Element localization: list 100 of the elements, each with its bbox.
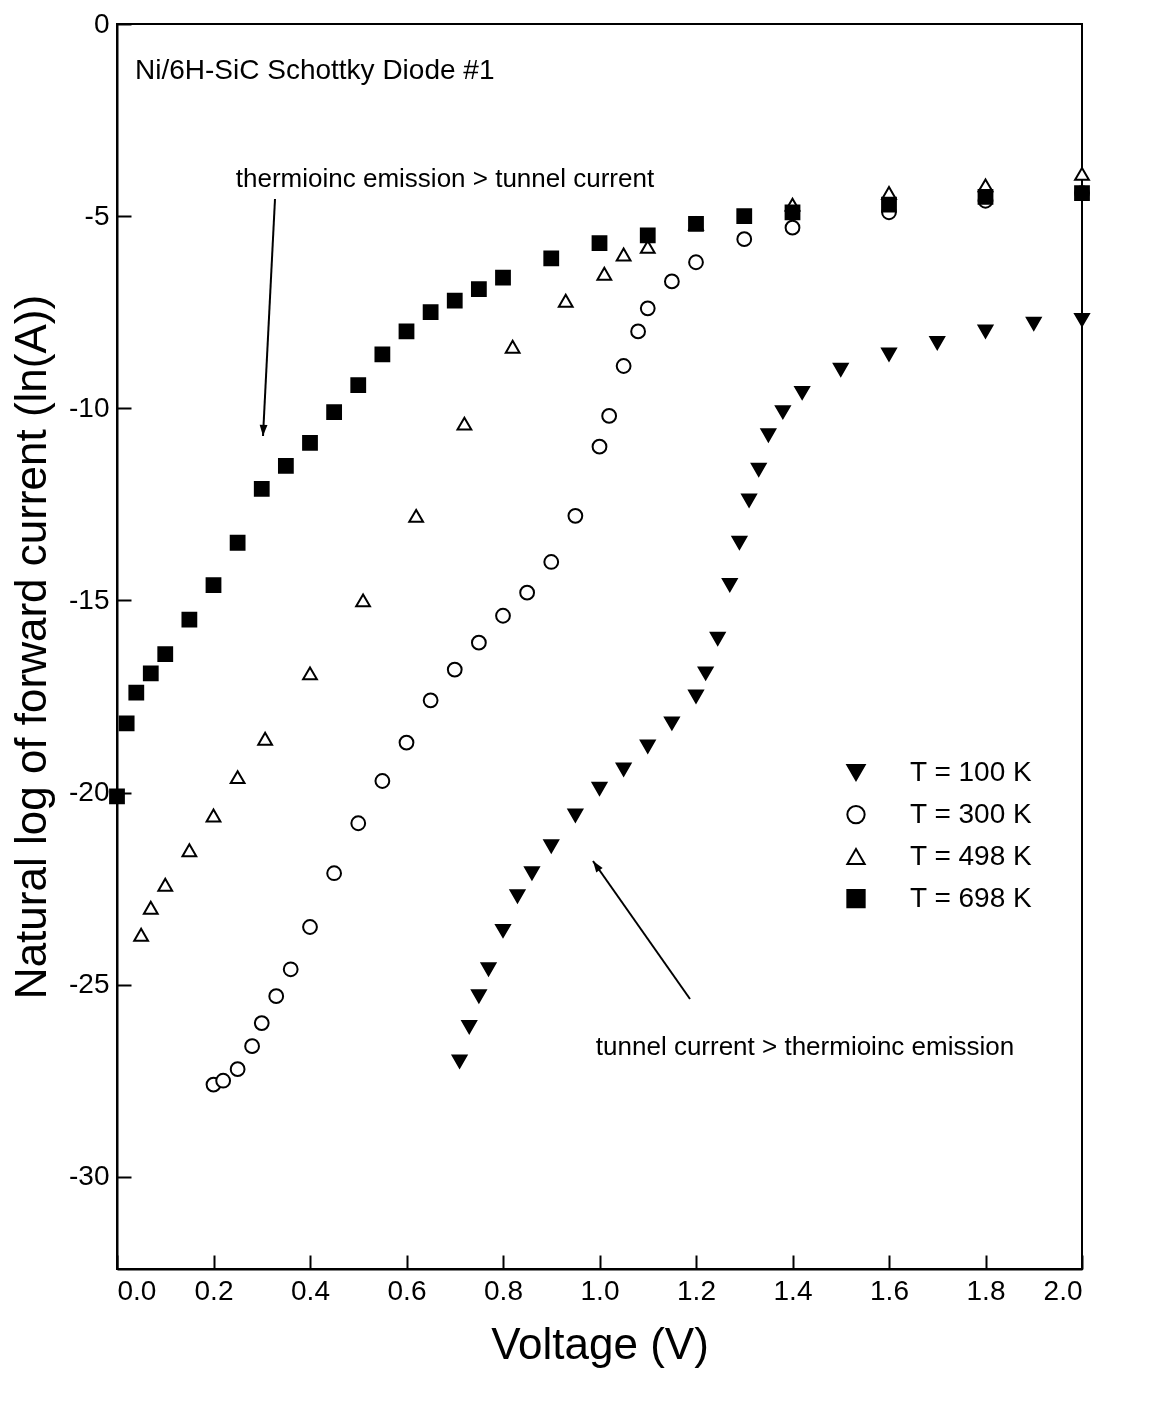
point [451,1054,468,1069]
point [509,889,526,904]
point [118,715,135,732]
point [977,324,994,339]
point [461,1019,478,1034]
point [302,666,318,681]
point [721,578,738,592]
x-tick-label: 1.4 [773,1274,813,1306]
x-tick-label: 1.0 [580,1274,620,1306]
point [736,208,753,225]
x-tick-label: 1.8 [966,1274,1006,1306]
y-axis-title: Natural log of forward current (ln(A)) [6,294,56,1000]
point [244,1038,260,1055]
point [881,196,897,213]
point [736,231,753,248]
point [302,919,318,935]
point [133,927,150,942]
point [128,684,145,701]
point [422,692,439,709]
point [591,781,608,796]
legend-label: T = 100 K [910,755,1032,787]
point [639,739,656,754]
point [977,189,994,205]
point [446,661,463,678]
point [688,254,704,271]
y-tick-label: -25 [69,968,110,1000]
point [470,634,487,651]
point [398,734,415,751]
point [205,808,222,823]
point [557,293,574,308]
x-tick-label: 1.6 [870,1274,909,1306]
x-tick-label: 0.0 [117,1274,157,1306]
point [929,335,946,350]
point [326,404,343,420]
point [157,877,174,892]
x-axis-title: Voltage (V) [491,1318,709,1368]
point [630,323,646,340]
point [741,493,757,508]
point [1025,316,1042,331]
point [470,281,487,298]
x-tick-label: 0.8 [484,1274,523,1306]
y-tick-label: 0 [93,7,110,39]
point [639,300,656,317]
point [615,762,632,777]
point [268,988,285,1005]
point [350,377,367,394]
point [181,611,198,628]
point [446,292,463,309]
point [257,731,274,746]
point [398,323,415,340]
point [832,362,849,377]
point [142,665,159,682]
point [350,815,367,832]
text: Ni/6H-SiC Schottky Diode #1 [135,54,495,85]
point [495,923,511,938]
y-tick-label: -15 [69,583,110,615]
point [282,961,299,978]
point [794,385,811,400]
point [374,773,391,789]
point [422,304,439,321]
x-tick-label: 1.2 [677,1274,716,1306]
point [470,989,487,1004]
point [591,438,608,455]
point [355,593,371,608]
point [524,866,540,881]
point [157,646,174,663]
y-tick-label: -5 [84,199,110,231]
point [567,507,584,524]
point [374,346,391,363]
point [1074,312,1090,327]
point [302,434,318,451]
point [697,666,714,681]
x-tick-label: 0.2 [194,1274,234,1306]
point [601,408,618,424]
point [784,204,801,221]
point [181,843,198,858]
point [881,347,897,362]
annotation: thermioinc emission > tunnel current [235,163,655,193]
point [253,481,270,497]
x-tick-label: 0.4 [291,1274,330,1306]
point [596,266,613,281]
point [543,839,560,854]
legend-label: T = 698 K [910,881,1032,913]
point [326,865,343,882]
point [709,631,726,646]
point [495,269,511,286]
point [567,808,584,823]
annotation: tunnel current > thermioinc emission [595,1031,1015,1061]
point [480,962,497,977]
point [456,416,473,431]
y-tick-label: -20 [69,776,110,808]
point [205,577,222,593]
point [750,462,767,477]
point [504,339,521,354]
point [253,1015,270,1031]
y-tick-label: -30 [69,1160,110,1192]
point [663,273,680,290]
point [688,689,704,704]
point [142,900,159,915]
point [109,788,125,805]
